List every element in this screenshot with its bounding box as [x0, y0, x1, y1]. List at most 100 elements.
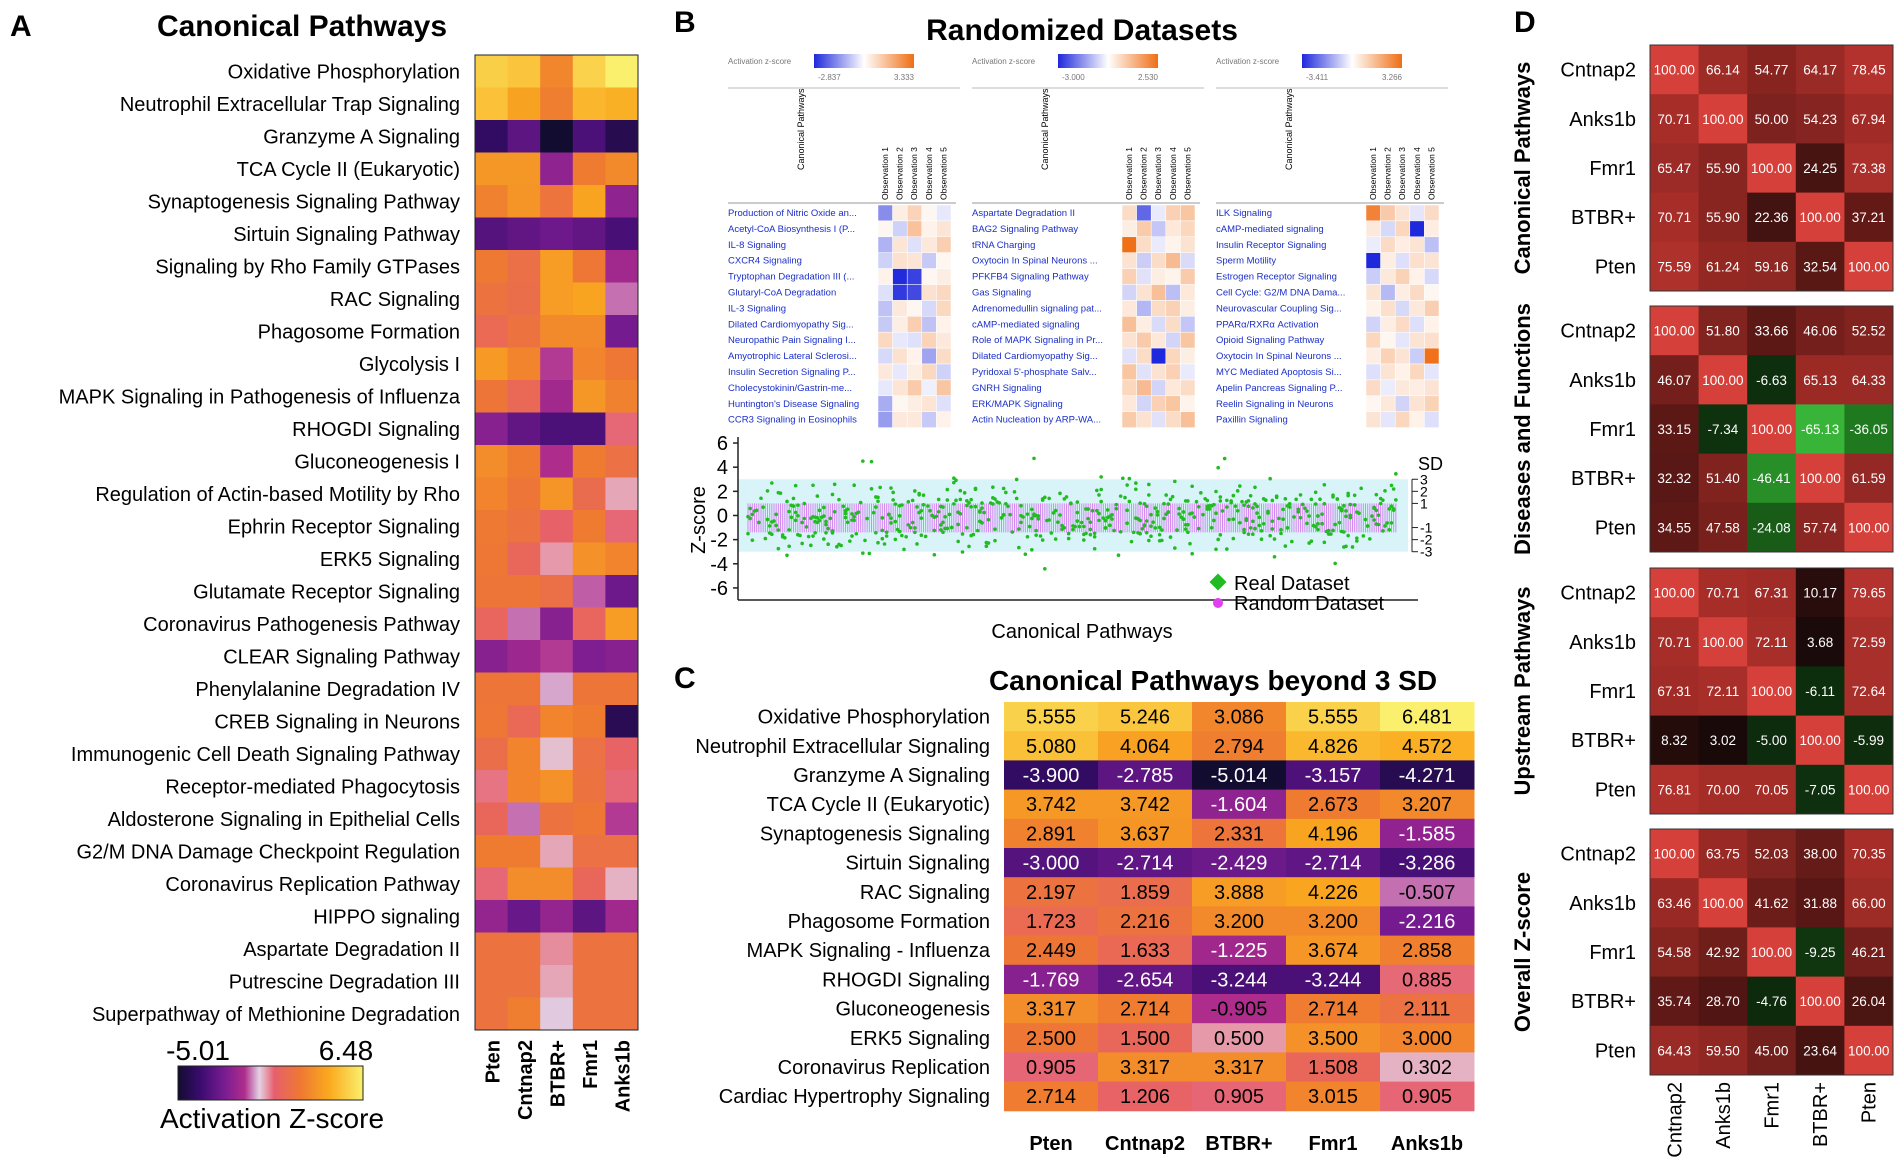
observation-label: Observation 1 [1368, 147, 1378, 200]
pathway-label: MYC Mediated Apoptosis Si... [1216, 367, 1342, 378]
real-dataset-point [897, 514, 902, 518]
real-dataset-point [1014, 496, 1019, 501]
subheatmap-cell [936, 284, 952, 301]
subheatmap-cell [921, 379, 937, 397]
heatmap-cell [1098, 1052, 1193, 1083]
subheatmap-cell [921, 268, 937, 285]
subheatmap-cell [892, 268, 908, 285]
cell-value: 3.086 [1214, 707, 1264, 729]
cell-value: 3.200 [1214, 911, 1264, 933]
row-label: Neutrophil Extracellular Signaling [695, 736, 990, 758]
heatmap-cell [572, 87, 606, 121]
real-dataset-point [1292, 515, 1296, 519]
cell-value: -46.41 [1752, 471, 1790, 486]
subheatmap-cell [1121, 220, 1137, 238]
subheatmap-cell [936, 300, 952, 317]
heatmap-cell [1098, 906, 1193, 937]
real-dataset-point [1034, 528, 1038, 533]
subheatmap-cell [1150, 284, 1167, 301]
cell-value: 1.206 [1120, 1086, 1170, 1108]
subheatmap-cell [1150, 379, 1167, 397]
cell-value: 100.00 [1654, 324, 1695, 339]
cell-value: 4.826 [1308, 736, 1358, 758]
real-dataset-point [1147, 482, 1151, 487]
heatmap-cell [572, 250, 606, 283]
subheatmap-scalebar [814, 54, 914, 68]
panel-d-correlation: Canonical Pathways Cntnap2 100.00 66.14 54.7… [1510, 44, 1894, 1158]
correlation-cell [1844, 45, 1894, 95]
subheatmap-scale-label: Activation z-score [1216, 57, 1280, 66]
real-dataset-point [832, 509, 837, 514]
cell-value: 10.17 [1803, 586, 1837, 601]
real-dataset-point [1118, 494, 1123, 498]
real-dataset-point [893, 502, 898, 506]
sd-axis-label: SD [1418, 454, 1443, 474]
heatmap-cell [1004, 789, 1099, 820]
cell-value: 0.905 [1402, 1086, 1452, 1108]
real-dataset-point [1240, 499, 1244, 504]
real-dataset-point [830, 492, 835, 497]
cell-value: 32.32 [1657, 471, 1691, 486]
heatmap-cell [1192, 789, 1287, 820]
panel-c-heatmap: Canonical Pathways beyond 3 SD Oxidative … [695, 665, 1475, 1155]
column-label: BTBR+ [1810, 1082, 1832, 1147]
correlation-cell [1698, 617, 1748, 667]
subheatmap-cell [1409, 347, 1425, 365]
subheatmap-cell [1394, 316, 1411, 333]
real-dataset-point [1066, 531, 1071, 536]
subheatmap-cell [1424, 379, 1440, 397]
real-dataset-point [921, 502, 926, 507]
real-dataset-point [791, 504, 796, 508]
subheatmap-cell [921, 236, 937, 253]
subheatmap-cell [1365, 300, 1381, 317]
real-dataset-point [1131, 530, 1136, 535]
real-dataset-point [941, 505, 945, 509]
correlation-cell [1747, 764, 1797, 815]
heatmap-cell [605, 380, 639, 413]
real-dataset-point [1257, 523, 1262, 528]
correlation-cell [1795, 94, 1845, 144]
heatmap-cell [540, 900, 574, 933]
real-dataset-point [1225, 498, 1229, 503]
real-dataset-point [830, 531, 835, 535]
real-dataset-point [921, 493, 926, 497]
cell-value: 3.317 [1120, 1057, 1170, 1079]
column-label: Anks1b [1391, 1133, 1463, 1155]
subheatmap-cell [892, 395, 908, 412]
cell-value: 0.905 [1214, 1086, 1264, 1108]
real-dataset-point [789, 515, 794, 520]
heatmap-cell [605, 120, 639, 153]
legend-label-random: Random Dataset [1234, 593, 1385, 615]
subheatmap-cell [877, 252, 893, 269]
real-dataset-point [947, 512, 952, 517]
subheatmap-cell [1150, 347, 1167, 365]
correlation-cell [1844, 878, 1894, 928]
heatmap-cell [507, 315, 541, 348]
cell-value: 46.06 [1803, 324, 1837, 339]
real-dataset-point [850, 512, 854, 516]
heatmap-cell [475, 640, 509, 673]
cell-value: 61.59 [1852, 471, 1886, 486]
real-dataset-point [1023, 552, 1028, 556]
correlation-cell [1795, 502, 1845, 553]
subheatmap-cell [1409, 411, 1425, 428]
heatmap-cell [572, 185, 606, 218]
heatmap-cell [540, 445, 574, 478]
y-tick-label: -4 [710, 554, 728, 576]
subheatmap-cell [877, 236, 893, 253]
correlation-cell [1795, 143, 1845, 194]
column-label: BTBR+ [1205, 1133, 1272, 1155]
heatmap-cell [1286, 1023, 1381, 1053]
cell-value: 5.555 [1308, 707, 1358, 729]
heatmap-cell [1380, 906, 1475, 937]
heatmap-cell [1380, 877, 1475, 907]
real-dataset-point [993, 497, 997, 501]
pathway-label: Oxytocin In Spinal Neurons ... [972, 256, 1098, 267]
subheatmap-cell [1394, 411, 1411, 428]
heatmap-cell [605, 705, 639, 738]
cell-value: 0.905 [1026, 1057, 1076, 1079]
cell-value: 64.43 [1657, 1043, 1691, 1058]
real-dataset-point [1160, 538, 1164, 543]
subheatmap-cell [1165, 331, 1181, 349]
real-dataset-point [932, 528, 937, 533]
